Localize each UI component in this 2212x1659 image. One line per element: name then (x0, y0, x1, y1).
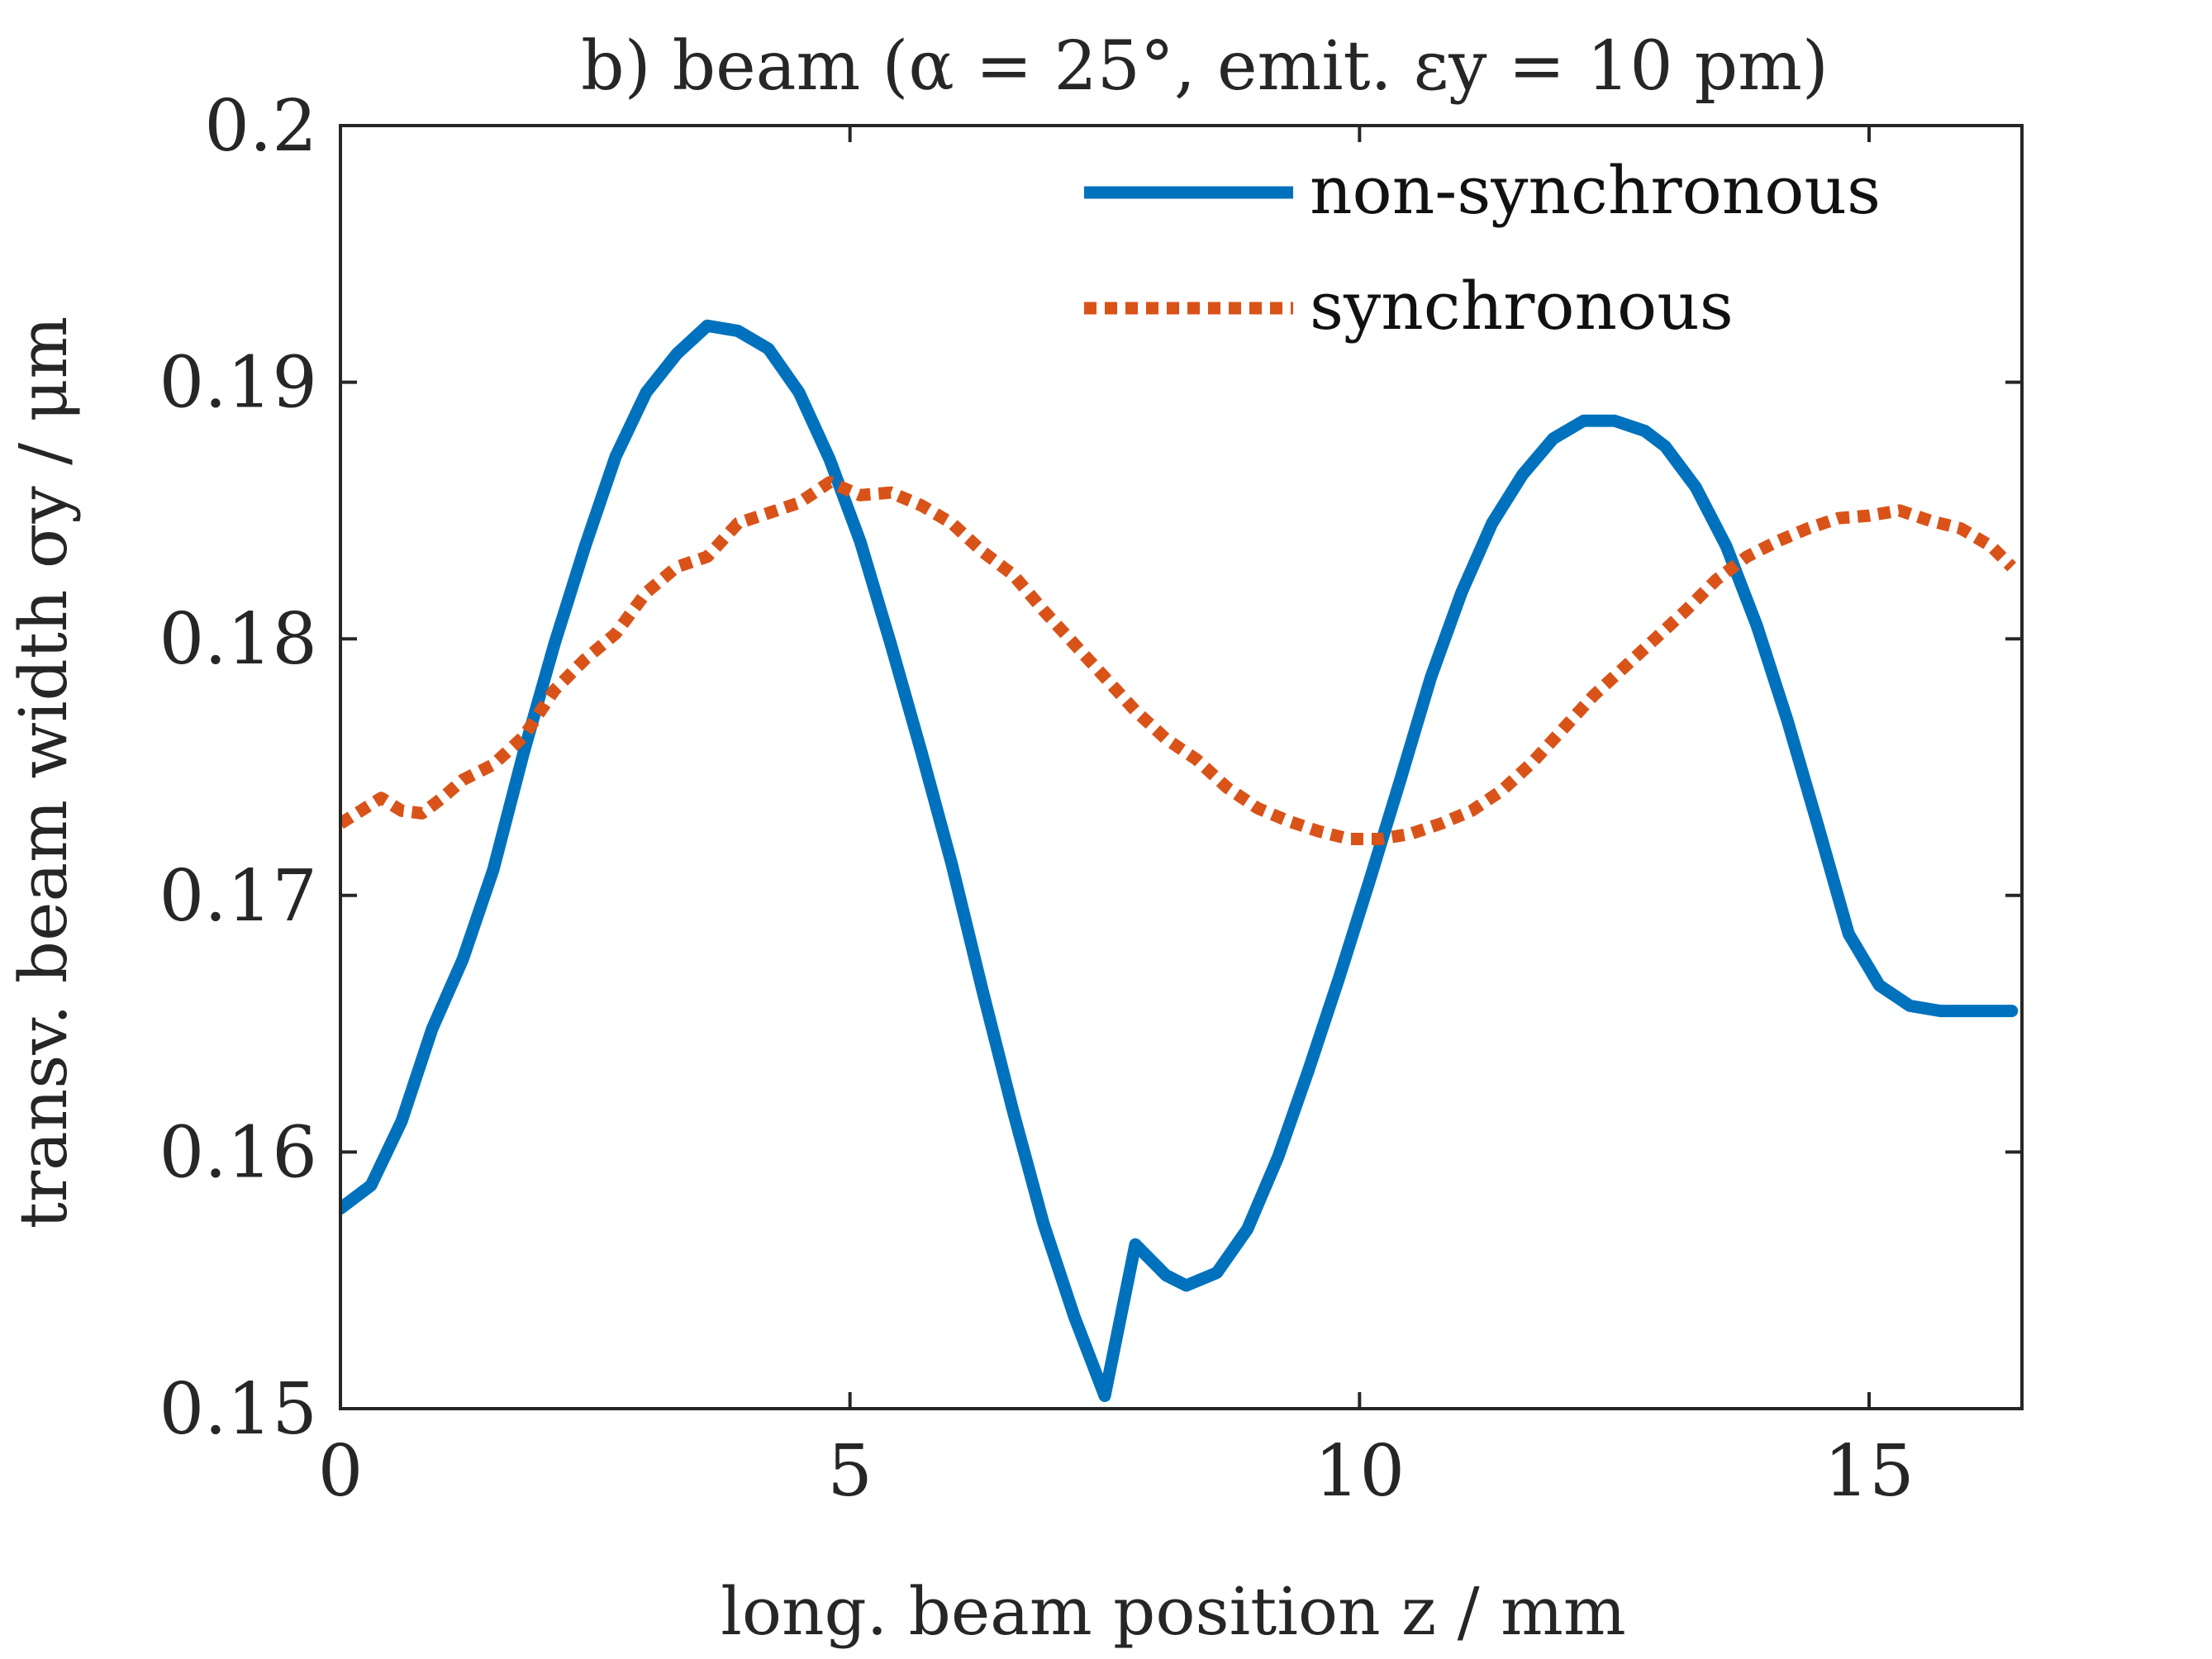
series-line-synchronous (340, 476, 2017, 845)
legend-label-non-synchronous: non-synchronous (1310, 152, 1881, 229)
y-tick-label-3: 0.18 (159, 598, 317, 681)
x-axis-label: long. beam position z / mm (721, 1573, 1625, 1650)
chart-title: b) beam (α = 25°, emit. εy = 10 pm) (581, 27, 1829, 106)
y-tick-label-0: 0.15 (159, 1368, 317, 1451)
plot-layer (340, 319, 2019, 1402)
x-tick-label-3: 15 (1824, 1430, 1914, 1513)
tick-layer: 0 5 10 15 0.15 0.16 0.17 0.18 0.19 0.2 (159, 85, 2022, 1513)
y-tick-label-4: 0.19 (159, 342, 317, 425)
series-line-non-synchronous (340, 319, 2019, 1402)
x-tick-label-1: 5 (827, 1430, 873, 1513)
y-axis-label: transv. beam width σy / μm (5, 316, 82, 1229)
legend-label-synchronous: synchronous (1310, 268, 1734, 345)
y-tick-label-1: 0.16 (159, 1111, 317, 1194)
y-tick-label-2: 0.17 (159, 855, 317, 938)
x-tick-label-2: 10 (1315, 1430, 1405, 1513)
x-tick-label-0: 0 (318, 1430, 364, 1513)
y-tick-label-5: 0.2 (204, 85, 317, 168)
axes-box (339, 124, 2024, 1410)
legend: non-synchronous synchronous (1084, 152, 1881, 345)
